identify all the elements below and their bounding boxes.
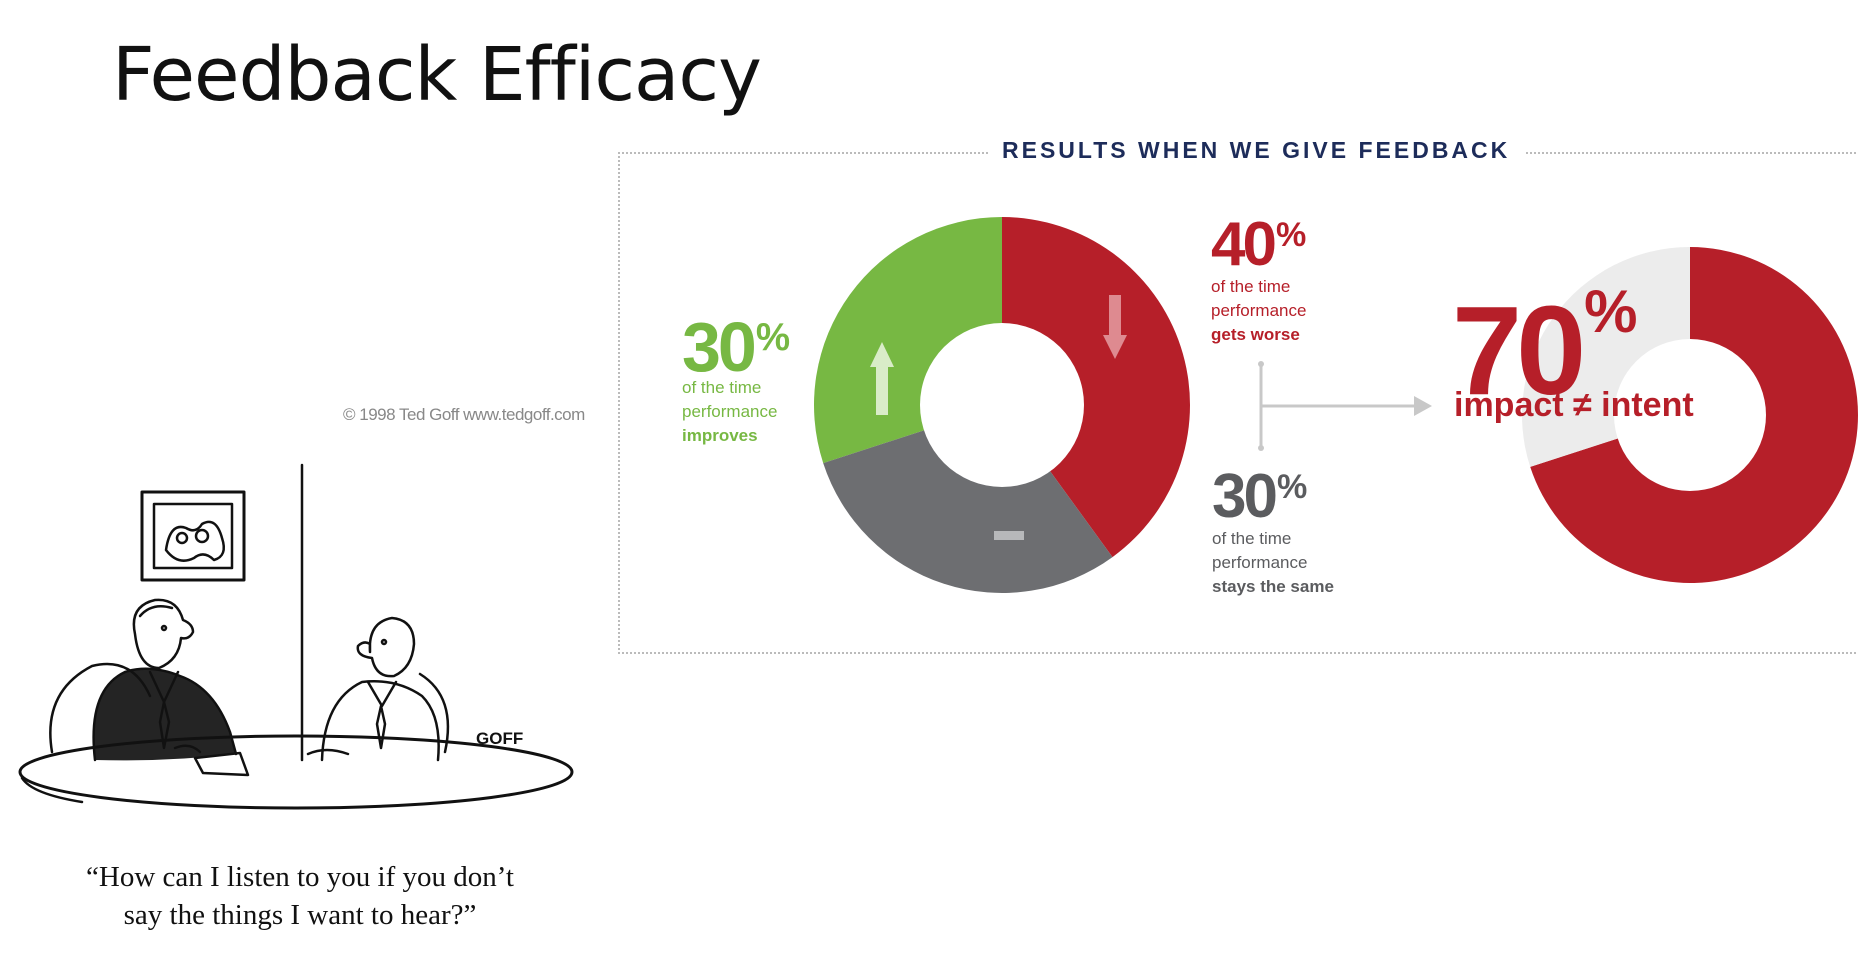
cartoon-caption: “How can I listen to you if you don’t sa… [20, 858, 580, 934]
same-percent: 30% [1212, 466, 1307, 528]
worse-description: of the time performance gets worse [1211, 275, 1306, 347]
worse-percent: 40% [1211, 214, 1306, 276]
same-percent-value: 30 [1212, 462, 1278, 531]
results-donut-chart [814, 217, 1190, 593]
impact-percent-symbol: % [1584, 278, 1638, 345]
up-arrow-icon [870, 342, 894, 415]
impact-label: impact ≠ intent [1454, 386, 1694, 424]
down-arrow-icon [1103, 295, 1127, 359]
same-line-2: performance [1212, 553, 1308, 572]
improves-line-2: performance [682, 402, 778, 421]
same-percent-symbol: % [1276, 468, 1308, 507]
caption-line-2: say the things I want to hear?” [123, 899, 477, 931]
improves-line-1: of the time [682, 378, 762, 397]
worse-percent-symbol: % [1275, 216, 1307, 255]
right-arrow-icon [1414, 396, 1432, 416]
impact-percent-value: 70 [1452, 280, 1586, 421]
slice-gets-worse [1002, 217, 1190, 558]
cartoon-credit: © 1998 Ted Goff www.tedgoff.com [343, 405, 585, 424]
improves-percent: 30% [682, 312, 790, 382]
worse-line-1: of the time [1211, 277, 1291, 296]
caption-line-1: “How can I listen to you if you don’t [86, 861, 514, 893]
slide-title: Feedback Efficacy [112, 32, 762, 118]
improves-description: of the time performance improves [682, 376, 777, 448]
infographic-heading: RESULTS WHEN WE GIVE FEEDBACK [988, 137, 1525, 164]
impact-percent: 70% [1452, 282, 1638, 414]
worse-percent-value: 40 [1211, 210, 1277, 279]
cartoon-illustration: GOFF [0, 390, 600, 973]
same-line-1: of the time [1212, 529, 1292, 548]
same-line-3: stays the same [1212, 577, 1334, 596]
improves-line-3: improves [682, 426, 758, 445]
worse-line-3: gets worse [1211, 325, 1300, 344]
minus-icon [994, 531, 1024, 540]
worse-line-2: performance [1211, 301, 1307, 320]
slice-stays-same [823, 405, 1113, 593]
cartoon-drawing: GOFF [18, 463, 574, 810]
improves-percent-symbol: % [755, 315, 791, 359]
impact-donut-hole [1614, 339, 1766, 491]
connector-arrow [1258, 361, 1432, 451]
same-description: of the time performance stays the same [1212, 527, 1334, 599]
cartoon-signature: GOFF [476, 729, 523, 748]
impact-donut-chart [1522, 247, 1858, 583]
donut-hole [920, 323, 1084, 487]
improves-percent-value: 30 [682, 308, 757, 386]
